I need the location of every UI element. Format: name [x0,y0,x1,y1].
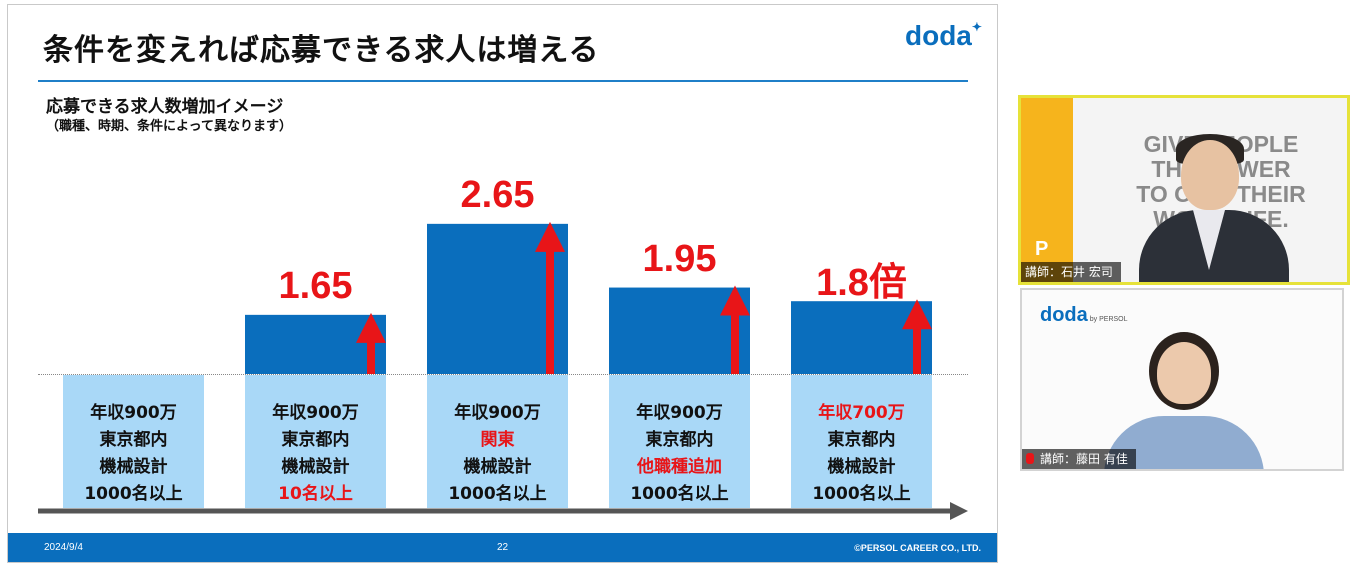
increase-arrow-head [535,221,565,252]
condition-line: 東京都内 [99,430,168,450]
condition-line: 機械設計 [463,457,532,477]
condition-line: 1000名以上 [84,484,183,504]
increase-arrow-shaft [546,249,554,374]
bar-chart [38,221,968,520]
bar-value-label: 2.65 [460,173,535,216]
increase-arrow-shaft [913,327,921,374]
chart-subtitle: 応募できる求人数増加イメージ [46,97,284,117]
condition-line: 関東 [480,430,515,450]
timeline-arrowhead [950,502,968,520]
participant-name-tag: 講師：石井 宏司 [1021,262,1121,282]
persol-p-icon: P [1035,238,1049,260]
bar-2 [245,314,386,374]
condition-line: 東京都内 [281,430,350,450]
video-tile-speaker-2[interactable]: doda by PERSOL 講師：藤田 有佳 [1020,288,1344,471]
condition-box-2: 年収900万 東京都内機械設計 10名以上 [245,375,386,508]
condition-box-4: 年収900万 東京都内他職種追加 1000名以上 [609,375,750,508]
doda-logo: doda✦ [905,20,982,52]
mic-muted-icon [1026,453,1034,464]
bar-4 [609,287,750,374]
condition-line: 機械設計 [99,457,168,477]
slide: 条件を変えれば応募できる求人は増える doda✦ 応募できる求人数増加イメージ … [7,4,998,563]
condition-line: 東京都内 [645,430,714,450]
speaker-face [1181,140,1239,210]
participant-name-tag: 講師：藤田 有佳 [1022,449,1136,469]
chart-note: （職種、時期、条件によって異なります） [46,119,292,134]
bar-value-label: 1.8倍 [816,262,907,305]
title-divider [38,80,968,82]
doda-logo-small: doda by PERSOL [1040,304,1128,327]
logo2-text: doda [1040,304,1088,326]
increase-arrow-shaft [367,340,375,374]
spark-icon: ✦ [971,20,982,34]
condition-line: 年収900万 [454,403,541,423]
condition-line: 東京都内 [827,430,896,450]
condition-line: 年収900万 [90,403,177,423]
condition-line: 1000名以上 [448,484,547,504]
participant-name: 講師：藤田 有佳 [1040,452,1128,466]
speaker-face [1157,342,1211,404]
logo2-sub: by PERSOL [1089,316,1128,323]
condition-line: 他職種追加 [637,457,722,477]
increase-arrow-head [720,285,750,316]
video-tile-speaker-1[interactable]: P GIVE PEOPLE THE POWER TO OWN THEIR WOR… [1018,95,1350,285]
condition-line: 機械設計 [827,457,896,477]
increase-arrow-head [356,312,386,343]
condition-line: 機械設計 [281,457,350,477]
condition-line: 10名以上 [278,484,353,504]
bar-value-label: 1.65 [278,264,353,307]
footer-copyright: ©PERSOL CAREER CO., LTD. [854,543,981,553]
backdrop-strip [1021,98,1073,282]
bar-value-label: 1.95 [642,237,717,280]
increase-arrow-head [902,299,932,330]
logo-text: doda [905,20,972,51]
footer-page-number: 22 [497,542,509,553]
condition-line: 1000名以上 [812,484,911,504]
slide-title: 条件を変えれば応募できる求人は増える [43,33,600,68]
chart-baseline [38,374,968,375]
condition-box-5: 年収700万 東京都内機械設計 1000名以上 [791,375,932,508]
condition-box-3: 年収900万 関東機械設計 1000名以上 [427,375,568,508]
condition-line: 年収700万 [818,403,905,423]
condition-line: 1000名以上 [630,484,729,504]
footer-date: 2024/9/4 [44,542,83,553]
increase-arrow-shaft [731,313,739,374]
slide-footer: 2024/9/4 22 ©PERSOL CAREER CO., LTD. [8,533,997,562]
condition-line: 年収900万 [636,403,723,423]
condition-box-1: 年収900万 東京都内機械設計 1000名以上 [63,375,204,508]
bar-5 [791,301,932,374]
condition-line: 年収900万 [272,403,359,423]
